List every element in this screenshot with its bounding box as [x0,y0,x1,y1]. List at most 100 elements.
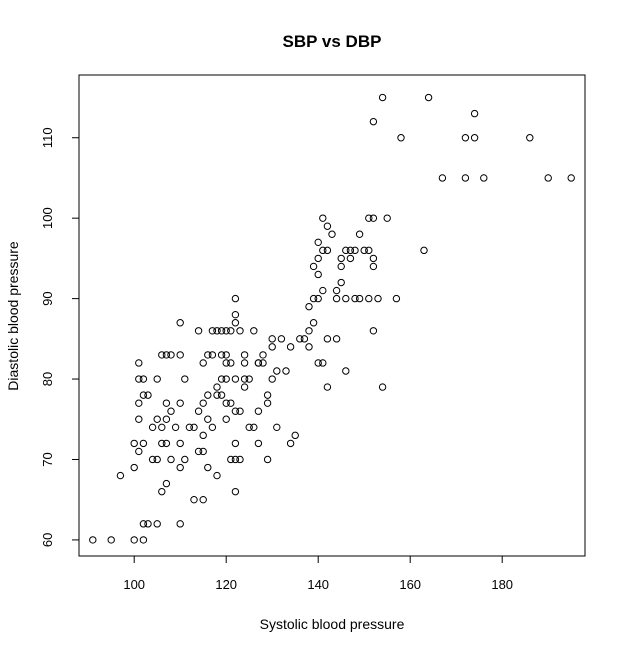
data-point [194,407,203,415]
data-point [227,399,235,407]
data-point [369,327,378,335]
data-point [424,93,433,102]
data-point [185,423,194,432]
data-point [213,471,221,480]
data-point [250,423,258,432]
data-point [139,439,148,448]
chart-title: SBP vs DBP [283,32,382,51]
data-point [240,351,249,359]
data-point [314,270,322,279]
data-point [273,423,281,432]
data-point [332,294,341,303]
data-point [162,439,171,448]
data-point [153,415,161,423]
data-point [314,294,322,303]
data-point [144,391,152,399]
y-axis-label: Diastolic blood pressure [5,241,21,391]
data-point [222,327,230,335]
data-point [378,93,387,102]
data-point [135,415,143,423]
data-point [231,375,240,383]
data-point [250,327,258,335]
x-tick-label: 180 [491,577,513,592]
data-point [213,383,221,391]
data-point [222,399,230,407]
data-point [323,335,332,343]
data-point [162,351,171,359]
data-point [346,246,355,255]
data-point [227,455,235,464]
data-point [360,246,368,255]
data-point [254,439,263,448]
data-point [319,359,327,367]
data-point [355,294,364,303]
data-point [319,286,327,295]
data-point [217,391,226,399]
data-point [277,335,286,343]
data-point [346,254,355,263]
data-point [222,415,230,423]
data-point [263,399,272,407]
data-point [139,391,148,399]
data-point [351,294,359,303]
data-point [130,536,138,544]
data-point [236,455,244,464]
data-point [254,359,263,367]
data-point [231,319,240,327]
data-point [420,246,428,255]
data-point [231,439,240,448]
y-tick-label: 80 [40,372,55,386]
data-point [369,117,378,126]
data-point [305,343,313,351]
data-point [337,254,345,263]
data-point [222,375,230,383]
data-point [254,407,263,415]
data-point [337,278,345,287]
x-axis-label: Systolic blood pressure [260,616,405,632]
data-point [204,463,212,472]
data-point [116,471,125,480]
x-axis: 100 120 140 160 180 [123,555,513,592]
data-point [314,238,322,247]
x-tick-label: 100 [123,577,145,592]
data-point [199,359,207,367]
data-point [526,134,534,142]
data-point [213,327,221,335]
data-point [378,383,387,391]
data-point [162,399,171,407]
data-point [190,495,198,504]
data-point [176,319,184,327]
data-point [365,246,373,255]
data-point [135,375,143,383]
data-point [227,327,235,335]
y-tick-label: 70 [40,452,55,466]
data-point [231,407,240,415]
x-tick-label: 140 [307,577,329,592]
data-point [236,407,244,415]
data-point [181,375,189,383]
data-point [199,431,207,440]
data-point [176,439,184,448]
data-point [144,520,152,528]
data-point [135,399,143,407]
data-point [305,327,313,335]
data-point [245,375,253,383]
data-point [259,359,267,367]
x-tick-label: 160 [399,577,421,592]
data-points [89,93,575,544]
data-point [213,391,221,399]
data-point [217,375,226,383]
data-point [337,262,345,271]
data-point [240,359,249,367]
data-point [240,375,249,383]
data-point [273,367,281,375]
data-point [323,246,332,255]
data-point [135,447,143,456]
y-tick-label: 110 [40,127,55,148]
data-point [544,174,552,182]
data-point [461,174,470,182]
data-point [158,487,166,496]
data-point [319,214,327,222]
data-point [268,343,276,351]
data-point [176,520,184,528]
